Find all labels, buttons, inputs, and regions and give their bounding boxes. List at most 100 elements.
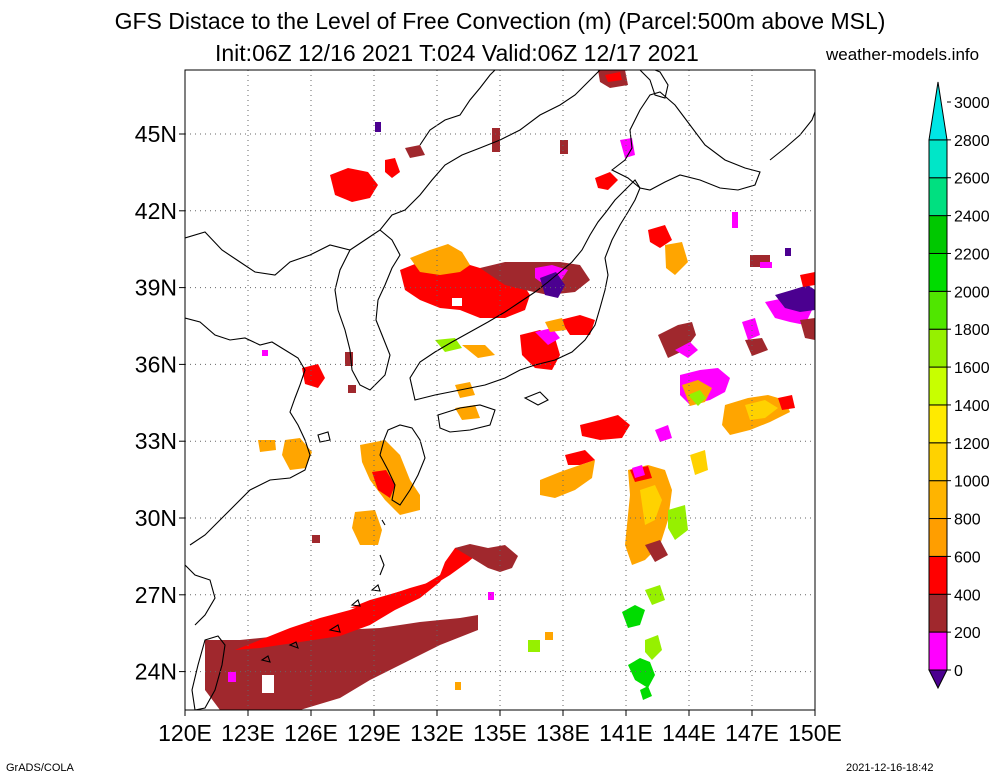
lon-tick-label: 120E	[158, 720, 212, 746]
field-region	[732, 212, 738, 228]
lat-tick-label: 39N	[135, 275, 177, 301]
field-region	[540, 272, 565, 298]
field-region	[565, 450, 595, 465]
field-region	[455, 405, 480, 420]
field-region	[668, 505, 688, 540]
field-region	[372, 470, 395, 498]
field-region	[535, 328, 560, 345]
lat-tick-label: 36N	[135, 351, 177, 377]
coastline	[185, 70, 601, 276]
lon-tick-label: 123E	[221, 720, 275, 746]
lon-tick-label: 132E	[410, 720, 464, 746]
field-region	[410, 244, 470, 275]
field-region	[545, 318, 566, 332]
field-region	[658, 322, 696, 358]
colorbar-segment	[928, 366, 948, 406]
colorbar-segment	[928, 215, 948, 254]
coastline-layer	[185, 70, 815, 710]
field-region	[235, 570, 448, 650]
colorbar-max-arrow	[928, 81, 948, 141]
field-region	[742, 318, 760, 340]
colorbar-label: 600	[954, 549, 981, 566]
lon-tick-label: 150E	[788, 720, 842, 746]
colorbar-label: 1000	[954, 474, 990, 491]
lat-tick-label: 30N	[135, 505, 177, 531]
lat-tick-label: 33N	[135, 428, 177, 454]
coastline	[419, 70, 496, 146]
lat-tick-label: 24N	[135, 659, 177, 685]
map-subtitle: Init:06Z 12/16 2021 T:024 Valid:06Z 12/1…	[215, 40, 699, 66]
field-region	[455, 544, 518, 572]
colorbar-label: 1800	[954, 322, 990, 339]
colorbar-min-arrow	[928, 669, 948, 690]
lon-tick-label: 147E	[725, 720, 779, 746]
field-region	[312, 535, 320, 543]
colorbar-segment	[928, 139, 948, 179]
field-region	[540, 460, 595, 498]
field-region	[258, 440, 276, 452]
coastline	[379, 519, 386, 576]
colorbar-segment	[928, 631, 948, 671]
field-region	[595, 172, 618, 190]
field-region	[622, 605, 645, 628]
field-region	[645, 635, 662, 660]
field-region	[282, 438, 312, 470]
field-region	[745, 400, 778, 420]
field-region	[665, 242, 688, 275]
coastline	[185, 564, 216, 626]
lon-tick-label: 144E	[662, 720, 716, 746]
colorbar-label: 2600	[954, 171, 990, 188]
lat-tick-label: 42N	[135, 198, 177, 224]
field-region	[435, 338, 462, 352]
field-region	[455, 382, 475, 398]
field-region	[785, 248, 791, 256]
field-region	[348, 385, 356, 393]
field-region	[605, 72, 622, 82]
colorbar-segment	[928, 177, 948, 217]
field-region	[632, 465, 645, 478]
field-region	[800, 318, 815, 340]
field-region	[375, 122, 381, 132]
field-region	[455, 682, 461, 690]
field-region	[345, 352, 353, 366]
lon-tick-label: 135E	[473, 720, 527, 746]
footer-left: GrADS/COLA	[6, 762, 74, 774]
lon-tick-label: 138E	[536, 720, 590, 746]
field-region	[628, 658, 655, 688]
field-region	[778, 395, 795, 410]
footer-right: 2021-12-16-18:42	[846, 762, 934, 774]
colorbar-segment	[928, 442, 948, 482]
coastline	[610, 91, 761, 191]
coastline	[379, 424, 426, 506]
field-region	[560, 315, 595, 335]
colorbar-segment	[928, 404, 948, 444]
colorbar-segment	[928, 593, 948, 633]
lon-axis: 120E 123E 126E 129E 132E 135E 138E 141E 144E 147E…	[158, 710, 842, 746]
lon-tick-label: 126E	[284, 720, 338, 746]
colorbar-label: 1200	[954, 436, 990, 453]
colorbar-label: 200	[954, 625, 981, 642]
coastline	[260, 584, 381, 663]
coastline	[185, 317, 311, 546]
colorbar: 0 200 400 600 800 1000 1200 1400 1600 1800 2000 220…	[928, 81, 990, 690]
coastline	[334, 229, 401, 391]
map-title: GFS Distace to the Level of Free Convect…	[114, 8, 886, 34]
colorbar-label: 2800	[954, 133, 990, 150]
lon-tick-label: 129E	[347, 720, 401, 746]
field-region	[560, 140, 568, 154]
coastline	[191, 635, 226, 710]
lat-tick-label: 45N	[135, 121, 177, 147]
colorbar-label: 400	[954, 587, 981, 604]
gridlines	[185, 70, 815, 710]
colorbar-label: 800	[954, 512, 981, 529]
field-region	[302, 364, 325, 388]
field-region	[528, 640, 540, 652]
colorbar-segment	[928, 328, 948, 368]
field-region	[405, 145, 425, 158]
field-region	[262, 675, 274, 693]
site-label: weather-models.info	[826, 45, 980, 64]
field-region	[350, 545, 480, 608]
field-region	[262, 350, 268, 356]
field-region	[690, 450, 708, 475]
